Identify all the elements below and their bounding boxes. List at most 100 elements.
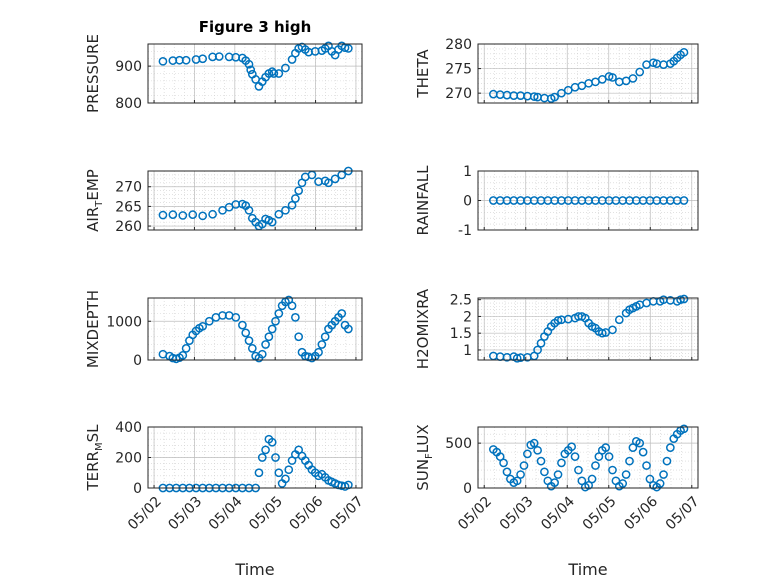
data-point: [244, 59, 254, 69]
y-axis-label: TERRMSL: [84, 424, 105, 492]
data-point: [158, 210, 168, 220]
data-point: [204, 316, 214, 326]
y-tick-label: 265: [115, 199, 142, 215]
data-point: [269, 69, 279, 78]
data-point: [198, 321, 208, 331]
data-point: [536, 456, 546, 466]
data-point: [267, 437, 277, 447]
data-point: [330, 174, 340, 184]
x-tick-label: 05/02: [455, 494, 495, 534]
data-point: [264, 332, 274, 342]
data-point: [324, 178, 333, 188]
plot-area: [148, 44, 362, 103]
y-axis-label: THETA: [414, 49, 432, 99]
data-point: [198, 211, 208, 221]
data-point: [597, 75, 607, 84]
data-point: [597, 328, 607, 338]
data-point: [271, 453, 280, 462]
data-point: [181, 55, 191, 65]
data-point: [550, 92, 559, 102]
panel-6: 11.522.5 H2OMIXRA: [414, 288, 699, 369]
y-tick-label: 270: [115, 180, 142, 196]
data-point: [314, 347, 323, 357]
y-axis-label: SUNFLUX: [414, 424, 435, 490]
axes-box: [477, 43, 699, 104]
data-point: [587, 474, 597, 484]
data-point: [254, 468, 264, 478]
x-tick-label: 05/07: [327, 494, 367, 534]
data-point: [635, 438, 645, 448]
y-tick-label: 280: [445, 37, 472, 53]
data-point: [261, 445, 270, 455]
data-point: [536, 338, 546, 348]
data-point: [659, 470, 668, 479]
y-tick-label: 0: [463, 194, 472, 210]
y-tick-label: -1: [458, 223, 472, 239]
data-point: [540, 467, 549, 477]
data-point: [553, 470, 563, 479]
data-point: [317, 340, 327, 349]
data-point: [291, 313, 300, 322]
y-tick-label: 260: [115, 219, 142, 235]
data-point: [563, 85, 573, 95]
data-point: [676, 295, 685, 305]
panel-7: 0 200 400 TERRMSL 05/02 05/03 05/04 05/05 05/06 0…: [84, 420, 367, 579]
data-point: [168, 210, 178, 220]
y-tick-label: 400: [115, 420, 142, 436]
y-axis-label: H2OMIXRA: [414, 288, 432, 369]
data-point: [567, 442, 576, 452]
data-point: [638, 447, 648, 457]
data-point: [287, 301, 297, 311]
data-point: [655, 479, 665, 488]
data-point: [512, 353, 522, 363]
data-point: [519, 461, 529, 470]
data-point: [614, 315, 624, 325]
data-point: [274, 309, 284, 318]
data-point: [320, 332, 330, 342]
x-tick-label: 05/05: [580, 494, 620, 534]
y-axis-label: RAINFALL: [414, 165, 432, 236]
data-point: [274, 209, 284, 219]
axes-box: [147, 297, 363, 361]
data-point: [257, 349, 267, 359]
axes-box: [147, 43, 363, 104]
data-point: [553, 316, 563, 325]
panel-4: -1 0 1 RAINFALL: [414, 164, 699, 239]
data-point: [281, 474, 290, 484]
y-axis-label: PRESSURE: [84, 34, 102, 113]
data-point: [246, 65, 256, 75]
panel-8: 0 500 SUNFLUX 05/02 05/03 05/04 05/05 05/06 05/0…: [414, 424, 703, 579]
data-point: [294, 332, 304, 342]
data-point: [502, 467, 512, 477]
data-point: [529, 438, 539, 448]
data-point: [679, 196, 689, 205]
data-point: [231, 313, 241, 322]
x-tick-label: 05/02: [125, 494, 165, 534]
data-point: [679, 424, 689, 434]
axes-box: [477, 297, 699, 361]
data-point: [247, 344, 257, 353]
data-point: [608, 73, 617, 82]
data-point: [533, 345, 542, 355]
y-tick-label: 1: [463, 164, 472, 180]
x-tick-label: 05/06: [287, 493, 327, 533]
data-point: [198, 54, 208, 64]
data-point: [274, 69, 284, 78]
x-tick-label: 05/04: [206, 493, 246, 533]
data-point: [257, 453, 267, 462]
data-point: [181, 344, 191, 353]
x-tick-label: 05/03: [165, 494, 205, 534]
y-axis-label: MIXDEPTH: [84, 290, 102, 368]
y-tick-label: 0: [463, 481, 472, 497]
y-tick-label: 2.5: [450, 293, 472, 309]
data-point: [635, 67, 645, 77]
panel-1: 800 900 PRESSURE Figure 3 high: [84, 18, 363, 113]
y-axis-label: AIRTEMP: [84, 169, 105, 232]
data-point: [208, 209, 217, 219]
data-point: [601, 443, 611, 452]
data-point: [523, 449, 532, 459]
data-point: [214, 52, 224, 61]
data-point: [218, 205, 227, 215]
